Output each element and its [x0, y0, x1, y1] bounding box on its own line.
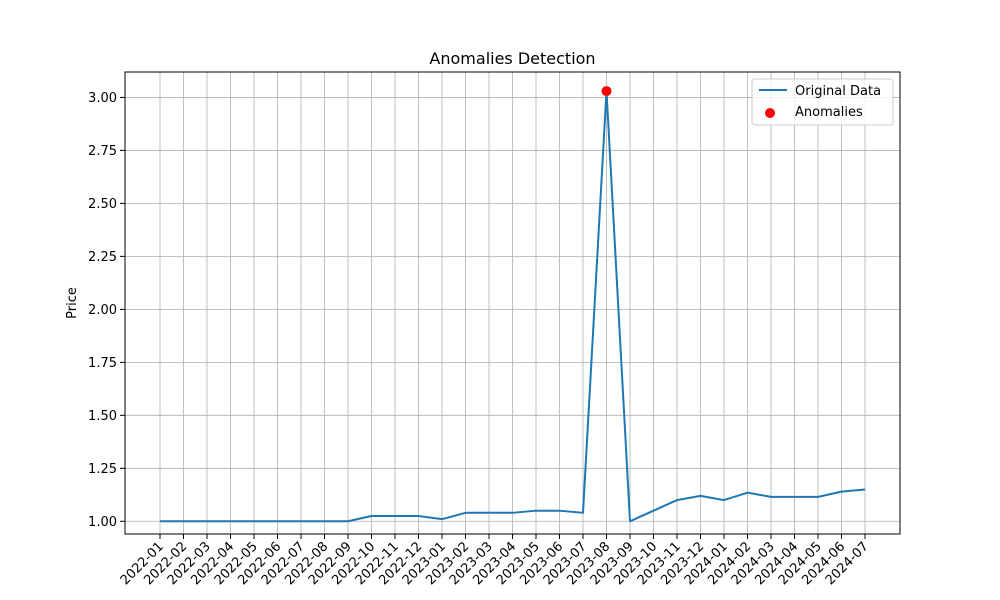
legend-label-anomalies: Anomalies — [795, 105, 863, 120]
anomaly-point — [601, 86, 612, 97]
y-tick-label: 2.50 — [88, 197, 117, 212]
legend-box — [751, 78, 894, 126]
y-tick-label: 3.00 — [88, 91, 117, 106]
legend: Original Data Anomalies — [751, 78, 894, 126]
chart-title: Anomalies Detection — [429, 49, 595, 68]
y-tick-label: 1.25 — [88, 462, 117, 477]
series-line-original-data — [160, 90, 866, 523]
y-tick-label: 2.75 — [88, 144, 117, 159]
y-axis-label: Price — [65, 287, 80, 319]
y-axis: 1.00 1.25 1.50 1.75 2.00 2.25 2.50 2.75 3.00 — [88, 91, 125, 530]
grid — [125, 72, 900, 534]
plot-area — [160, 86, 866, 523]
y-tick-label: 2.00 — [88, 303, 117, 318]
y-tick-label: 1.50 — [88, 409, 117, 424]
legend-dot-marker — [765, 108, 775, 118]
y-tick-label: 1.00 — [88, 515, 117, 530]
y-tick-label: 2.25 — [88, 250, 117, 265]
legend-label-original-data: Original Data — [795, 84, 881, 99]
y-tick-label: 1.75 — [88, 356, 117, 371]
